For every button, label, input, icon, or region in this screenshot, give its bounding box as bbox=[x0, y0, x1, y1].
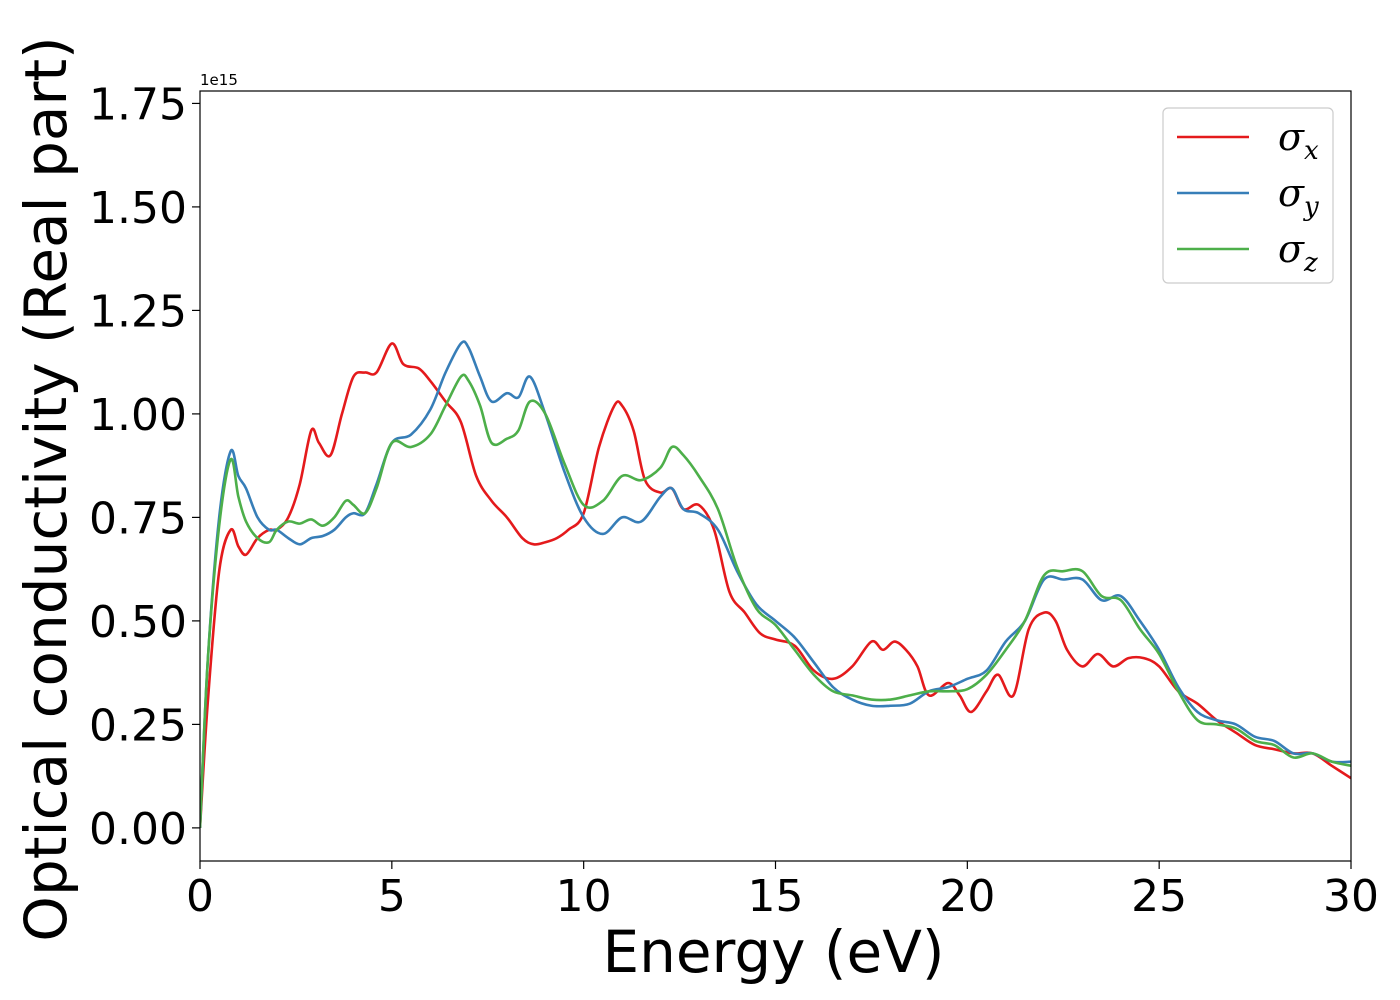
y-tick-label: 1.75 bbox=[89, 79, 187, 130]
y-tick-label: 0.00 bbox=[89, 804, 187, 855]
legend-label-y: σy bbox=[1278, 171, 1319, 222]
series-line-y bbox=[200, 340, 1351, 828]
legend-label-x: σx bbox=[1278, 115, 1319, 166]
x-tick-label: 20 bbox=[939, 871, 995, 922]
x-tick-label: 0 bbox=[186, 871, 214, 922]
y-tick-label: 0.25 bbox=[89, 700, 187, 751]
legend-label-z: σz bbox=[1278, 227, 1318, 278]
x-tick-label: 15 bbox=[748, 871, 804, 922]
x-tick-label: 10 bbox=[556, 871, 612, 922]
y-tick-label: 0.75 bbox=[89, 493, 187, 544]
y-tick-label: 1.50 bbox=[89, 183, 187, 234]
y-offset-text: 1e15 bbox=[200, 71, 238, 89]
series-line-x bbox=[200, 342, 1351, 828]
x-axis-title: Energy (eV) bbox=[602, 918, 944, 986]
x-tick-label: 25 bbox=[1131, 871, 1187, 922]
series-line-z bbox=[200, 373, 1351, 828]
y-tick-label: 1.00 bbox=[89, 390, 187, 441]
y-axis-title: Optical conductivity (Real part) bbox=[12, 36, 80, 941]
legend-box bbox=[1162, 107, 1334, 284]
series-layer bbox=[200, 340, 1351, 828]
y-tick-label: 1.25 bbox=[89, 286, 187, 337]
ticks-layer: 0 5 10 15 20 25 30 0.00 0.25 0.50 0.75 1.00 1.25 1.50… bbox=[89, 79, 1379, 922]
x-tick-label: 30 bbox=[1323, 871, 1379, 922]
x-tick-label: 5 bbox=[378, 871, 406, 922]
y-tick-label: 0.50 bbox=[89, 597, 187, 648]
